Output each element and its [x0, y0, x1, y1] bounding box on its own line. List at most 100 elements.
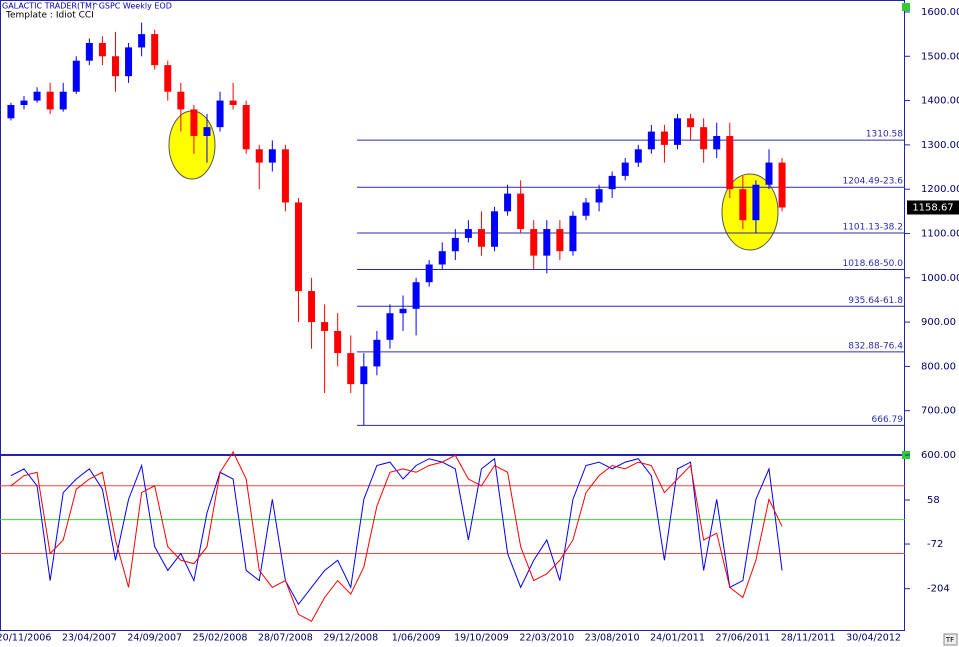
- y-tick-label: 700.00: [921, 406, 956, 417]
- level-label: 666.79: [872, 415, 904, 425]
- candle-body: [647, 131, 655, 150]
- candle-body: [634, 149, 642, 163]
- x-tick-label: 24/09/2007: [127, 633, 182, 644]
- cci-frame: [0, 455, 905, 631]
- tf-label: TF: [945, 636, 954, 644]
- candle-body: [556, 229, 564, 252]
- candle-body: [464, 229, 472, 238]
- candle-body: [268, 149, 276, 163]
- candle-body: [177, 91, 185, 110]
- y-tick-label: 1400.00: [921, 96, 959, 107]
- candle-body: [347, 353, 355, 385]
- candle-body: [451, 237, 459, 252]
- y-tick-label: 58: [927, 495, 940, 506]
- candle-body: [504, 193, 512, 212]
- candle-body: [360, 366, 368, 385]
- candle-body: [569, 215, 577, 252]
- y-tick-label: 1500.00: [921, 51, 959, 62]
- candle-body: [660, 131, 668, 145]
- icon[interactable]: [902, 3, 910, 11]
- candle-body: [7, 105, 15, 119]
- y-tick-label: -72: [927, 539, 943, 550]
- candle-body: [294, 202, 302, 292]
- candle-body: [334, 330, 342, 354]
- x-tick-label: 22/03/2010: [519, 633, 574, 644]
- x-tick-label: 29/12/2008: [323, 633, 378, 644]
- x-tick-label: 20/11/2006: [0, 633, 51, 644]
- candle-body: [125, 47, 133, 77]
- level-label: 1310.58: [866, 130, 903, 140]
- candle-body: [621, 162, 629, 176]
- candle-body: [151, 34, 159, 66]
- x-tick-label: 24/01/2011: [650, 633, 705, 644]
- y-tick-label: 900.00: [921, 317, 956, 328]
- candle-body: [33, 91, 41, 101]
- x-tick-label: 23/08/2010: [585, 633, 640, 644]
- y-tick-label: 600.00: [921, 450, 956, 461]
- y-tick-label: 1600.00: [921, 7, 959, 18]
- candle-body: [281, 149, 289, 203]
- level-label: 832.88-76.4: [848, 341, 903, 351]
- candle-body: [85, 42, 93, 61]
- x-tick-label: 30/04/2012: [846, 633, 901, 644]
- x-tick-label: 28/11/2011: [781, 633, 836, 644]
- candle-body: [425, 264, 433, 283]
- candle-body: [255, 149, 263, 163]
- y-tick-label: 1100.00: [921, 228, 959, 239]
- candle-body: [164, 65, 172, 92]
- price-frame: [0, 0, 905, 455]
- highlight: [721, 173, 779, 251]
- candle-body: [739, 189, 747, 221]
- candle-body: [72, 60, 80, 92]
- candle-body: [373, 339, 381, 367]
- y-tick-label: 1000.00: [921, 273, 959, 284]
- candle-body: [595, 189, 603, 203]
- candle-body: [530, 229, 538, 256]
- candle-body: [399, 308, 407, 314]
- x-tick-label: 27/06/2011: [715, 633, 770, 644]
- cci-line: [10, 450, 783, 622]
- candle-body: [438, 251, 446, 265]
- candle-body: [477, 229, 485, 247]
- x-tick-label: 25/02/2008: [193, 633, 248, 644]
- x-tick-label: 1/06/2009: [392, 633, 441, 644]
- candle-body: [386, 313, 394, 340]
- y-tick-label: -204: [927, 584, 950, 595]
- x-tick-label: 23/04/2007: [62, 633, 117, 644]
- x-tick-label: 28/07/2008: [258, 633, 313, 644]
- candle-body: [20, 100, 28, 105]
- candle-body: [726, 136, 734, 190]
- level-label: 935.64-61.8: [848, 296, 903, 306]
- candle-body: [687, 118, 695, 128]
- candle-body: [321, 322, 329, 331]
- candle-body: [190, 109, 198, 137]
- y-tick-label: 800.00: [921, 361, 956, 372]
- candle-body: [46, 91, 54, 110]
- cci-line: [10, 457, 783, 606]
- candle-body: [700, 127, 708, 150]
- level-label: 1018.68-50.0: [842, 259, 903, 269]
- last-price-box: [907, 200, 959, 215]
- x-tick-label: 19/10/2009: [454, 633, 509, 644]
- candle-body: [412, 282, 420, 309]
- candle-body: [608, 175, 616, 190]
- y-tick-label: 1200.00: [921, 184, 959, 195]
- tf-button[interactable]: [943, 633, 958, 646]
- candle-body: [543, 229, 551, 256]
- candle-body: [713, 136, 721, 150]
- candle-body: [242, 105, 250, 150]
- candle-body: [138, 34, 146, 48]
- candle-body: [517, 193, 525, 230]
- header-symbol: ^GSPC Weekly EOD: [92, 2, 172, 11]
- candle-body: [216, 100, 224, 128]
- candle-body: [752, 184, 760, 221]
- candle-body: [674, 118, 681, 145]
- candle-body: [308, 291, 316, 323]
- header-title: GALACTIC TRADER(TM): [2, 2, 95, 11]
- header-template: Template : Idiot CCI: [5, 11, 94, 21]
- candle-body: [59, 91, 67, 110]
- level-label: 1204.49-23.6: [842, 177, 903, 187]
- candle-body: [491, 211, 499, 247]
